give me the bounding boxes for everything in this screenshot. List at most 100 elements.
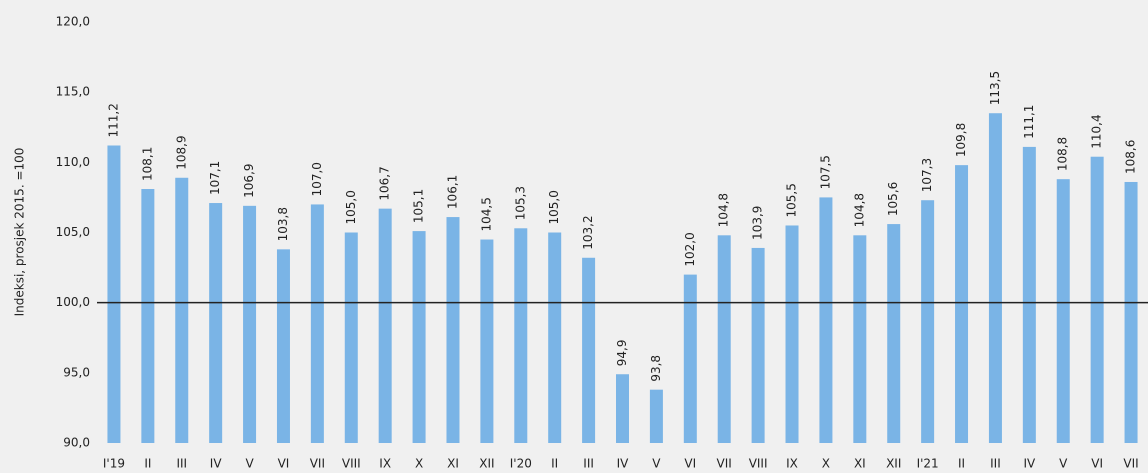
x-tick-label: III (176, 457, 187, 471)
x-tick-label: XII (479, 457, 494, 471)
bar (887, 224, 901, 443)
value-label: 93,8 (649, 355, 663, 382)
value-label: 104,5 (479, 197, 493, 231)
x-tick-label: VII (1123, 457, 1138, 471)
bar (446, 217, 460, 443)
x-tick-label: VII (717, 457, 732, 471)
bar (649, 389, 663, 443)
x-tick-label: XI (854, 457, 866, 471)
bar (141, 188, 155, 443)
x-tick-label: IX (786, 457, 798, 471)
y-tick-label: 100,0 (56, 295, 90, 309)
y-tick-label: 95,0 (63, 365, 90, 379)
bar (616, 374, 629, 443)
bar (548, 232, 562, 443)
x-tick-label: II (958, 457, 965, 471)
value-label: 105,3 (513, 186, 527, 220)
x-tick-label: VII (310, 457, 325, 471)
value-label: 105,6 (886, 182, 900, 216)
bar (819, 197, 833, 443)
bar (175, 177, 189, 443)
x-tick-label: V (245, 457, 254, 471)
value-label: 105,5 (785, 183, 799, 217)
y-tick-label: 110,0 (56, 155, 90, 169)
x-tick-label: VIII (749, 457, 768, 471)
value-label: 103,9 (751, 206, 765, 240)
bar (751, 247, 765, 443)
value-label: 108,9 (174, 135, 188, 169)
value-label: 113,5 (988, 71, 1002, 105)
value-label: 94,9 (615, 340, 629, 367)
y-tick-label: 120,0 (56, 15, 90, 29)
bar (209, 203, 223, 443)
value-label: 103,8 (276, 207, 290, 241)
value-label: 106,1 (445, 175, 459, 209)
value-label: 108,1 (140, 147, 154, 181)
bar (107, 145, 121, 443)
bar (785, 225, 799, 443)
y-axis-label: Indeksi, prosjek 2015. =100 (13, 148, 27, 317)
bar (1124, 181, 1138, 444)
bar (955, 165, 969, 443)
value-label: 102,0 (683, 232, 697, 266)
bar (276, 249, 290, 443)
x-tick-label: I'19 (103, 457, 125, 471)
value-label: 108,8 (1056, 137, 1070, 171)
x-tick-label: X (822, 457, 830, 471)
value-label: 105,1 (412, 189, 426, 223)
x-tick-label: VIII (342, 457, 361, 471)
value-label: 111,2 (106, 103, 120, 137)
y-tick-label: 90,0 (63, 436, 90, 450)
x-tick-label: I'21 (917, 457, 939, 471)
bar (1090, 156, 1104, 443)
x-tick-label: IV (1023, 457, 1036, 471)
bar (378, 208, 392, 443)
x-tick-label: VI (278, 457, 290, 471)
value-label: 105,0 (344, 190, 358, 224)
x-tick-label: V (1059, 457, 1068, 471)
value-label: 110,4 (1090, 114, 1104, 148)
bar (988, 113, 1002, 443)
value-label: 107,5 (818, 155, 832, 189)
x-tick-label: XII (886, 457, 901, 471)
value-label: 107,1 (208, 161, 222, 195)
x-tick-label: VI (684, 457, 696, 471)
x-tick-label: I'20 (510, 457, 532, 471)
value-label: 111,1 (1022, 105, 1036, 139)
value-label: 107,0 (310, 162, 324, 196)
value-label: 104,8 (717, 193, 731, 227)
x-tick-label: XI (447, 457, 459, 471)
x-tick-label: III (583, 457, 594, 471)
x-tick-label: II (144, 457, 151, 471)
bar (344, 232, 358, 443)
x-tick-label: X (415, 457, 423, 471)
bar (1022, 146, 1036, 443)
bar (1056, 179, 1070, 443)
bar (853, 235, 867, 443)
bar (683, 274, 697, 443)
bar (921, 200, 935, 443)
x-tick-label: III (990, 457, 1001, 471)
value-label: 103,2 (581, 215, 595, 249)
x-tick-label: V (652, 457, 661, 471)
value-label: 105,0 (547, 190, 561, 224)
x-tick-label: IV (210, 457, 223, 471)
value-label: 108,6 (1124, 140, 1138, 174)
bar (480, 239, 494, 443)
value-label: 106,7 (378, 166, 392, 200)
x-tick-label: IX (379, 457, 391, 471)
value-label: 104,8 (852, 193, 866, 227)
x-tick-label: IV (617, 457, 630, 471)
bar (310, 204, 324, 443)
value-label: 107,3 (920, 158, 934, 192)
value-label: 109,8 (954, 123, 968, 157)
y-tick-label: 105,0 (56, 225, 90, 239)
bar (582, 257, 596, 443)
bar (412, 231, 426, 443)
bar (514, 228, 528, 443)
bar (243, 205, 257, 443)
x-tick-label: II (551, 457, 558, 471)
x-tick-label: VI (1091, 457, 1103, 471)
